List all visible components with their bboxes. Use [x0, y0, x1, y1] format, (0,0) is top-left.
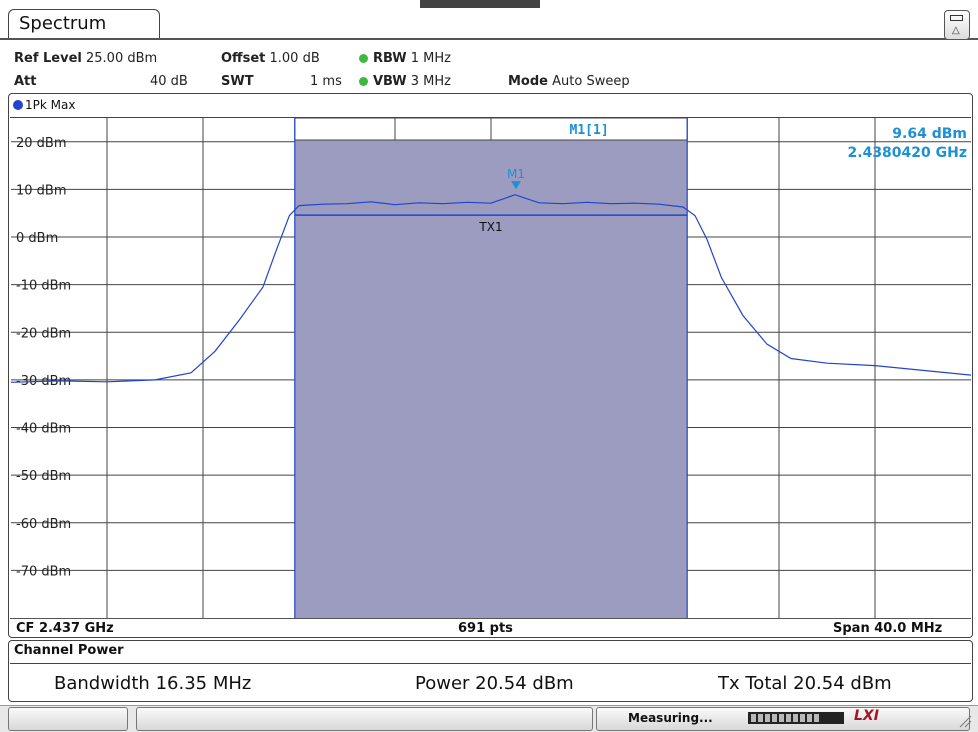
- sweep-points[interactable]: 691 pts: [458, 621, 513, 636]
- marker-m1-symbol: [511, 181, 522, 190]
- offset-setting[interactable]: Offset 1.00 dB: [221, 51, 320, 66]
- ref-level-value: 25.00 dBm: [86, 51, 158, 66]
- marker-readout-header: M1[1]: [570, 123, 609, 138]
- offset-value: 1.00 dB: [269, 51, 320, 66]
- status-field-message[interactable]: [136, 707, 593, 731]
- y-tick-label: -10 dBm: [16, 279, 71, 294]
- y-tick-label: 0 dBm: [16, 231, 58, 246]
- center-frequency[interactable]: CF 2.437 GHz: [16, 621, 114, 636]
- marker-level-readout: 9.64 dBm: [892, 126, 967, 142]
- progress-segment: [814, 714, 819, 722]
- measuring-status: Measuring...: [628, 711, 713, 725]
- trace-line: [10, 194, 972, 383]
- bandwidth-value: 16.35 MHz: [155, 673, 252, 694]
- ref-level-setting[interactable]: Ref Level 25.00 dBm: [14, 51, 157, 66]
- progress-segment: [800, 714, 805, 722]
- tx-total-label: Tx Total: [718, 673, 788, 694]
- power-label: Power: [415, 673, 470, 694]
- power-result: Power 20.54 dBm: [415, 673, 574, 694]
- y-tick-label: 10 dBm: [16, 183, 67, 198]
- channel-band-header: [294, 117, 688, 618]
- att-label: Att: [14, 74, 37, 89]
- att-setting[interactable]: Att: [14, 74, 37, 89]
- y-tick-label: 20 dBm: [16, 136, 67, 151]
- y-tick-label: -50 dBm: [16, 469, 71, 484]
- att-value: 40 dB: [150, 74, 188, 89]
- rbw-coupled-indicator-icon: [359, 54, 368, 63]
- vbw-value: 3 MHz: [410, 74, 451, 89]
- ref-level-label: Ref Level: [14, 51, 82, 66]
- resize-grip-icon[interactable]: [958, 714, 972, 728]
- vbw-setting[interactable]: VBW 3 MHz: [359, 74, 451, 89]
- y-tick-label: -60 dBm: [16, 517, 71, 532]
- progress-segment: [786, 714, 791, 722]
- battery-icon: [950, 15, 963, 21]
- vbw-coupled-indicator-icon: [359, 77, 368, 86]
- y-tick-label: -40 dBm: [16, 422, 71, 437]
- marker-m1-label: M1: [507, 167, 525, 181]
- progress-segment: [758, 714, 763, 722]
- mode-label: Mode: [508, 74, 548, 89]
- top-edge-fragment: [420, 0, 540, 8]
- swt-label: SWT: [221, 74, 254, 89]
- tx-total-value: 20.54 dBm: [793, 673, 892, 694]
- progress-segment: [807, 714, 812, 722]
- lxi-logo: LXI: [854, 708, 879, 724]
- rbw-label: RBW: [373, 51, 407, 66]
- x-axis-footer: CF 2.437 GHz 691 pts Span 40.0 MHz: [10, 618, 971, 639]
- measurement-panel: [8, 93, 973, 638]
- progress-segment: [751, 714, 756, 722]
- progress-segments: [751, 714, 819, 722]
- progress-segment: [793, 714, 798, 722]
- triangle-icon: △: [952, 25, 960, 36]
- rbw-value: 1 MHz: [410, 51, 451, 66]
- trace-label: 1Pk Max: [25, 98, 76, 112]
- trace-indicator-icon: [13, 100, 23, 110]
- span-value[interactable]: Span 40.0 MHz: [833, 621, 943, 636]
- y-tick-label: -70 dBm: [16, 564, 71, 579]
- rbw-setting[interactable]: RBW 1 MHz: [359, 51, 451, 66]
- vbw-label: VBW: [373, 74, 407, 89]
- mode-value: Auto Sweep: [552, 74, 630, 89]
- channel-power-title: Channel Power: [14, 643, 124, 658]
- marker-frequency-readout: 2.4380420 GHz: [848, 145, 967, 161]
- progress-segment: [772, 714, 777, 722]
- offset-label: Offset: [221, 51, 266, 66]
- progress-segment: [765, 714, 770, 722]
- power-value: 20.54 dBm: [475, 673, 574, 694]
- tab-spectrum[interactable]: Spectrum: [8, 9, 160, 39]
- bandwidth-label: Bandwidth: [54, 673, 150, 694]
- channel-band: [294, 140, 688, 618]
- y-tick-label: -20 dBm: [16, 326, 71, 341]
- swt-value: 1 ms: [310, 74, 342, 89]
- bandwidth-result: Bandwidth 16.35 MHz: [54, 673, 251, 694]
- swt-setting[interactable]: SWT: [221, 74, 254, 89]
- mode-setting[interactable]: Mode Auto Sweep: [508, 74, 630, 89]
- status-field-left[interactable]: [8, 707, 128, 731]
- window-toggle-button[interactable]: △: [944, 10, 970, 40]
- progress-segment: [779, 714, 784, 722]
- tab-baseline: [0, 38, 978, 40]
- tx-total-result: Tx Total 20.54 dBm: [718, 673, 892, 694]
- channel-label-tx1: TX1: [478, 220, 502, 234]
- progress-bar: [748, 712, 844, 724]
- channel-power-panel: [8, 640, 973, 702]
- channel-power-divider: [10, 663, 971, 664]
